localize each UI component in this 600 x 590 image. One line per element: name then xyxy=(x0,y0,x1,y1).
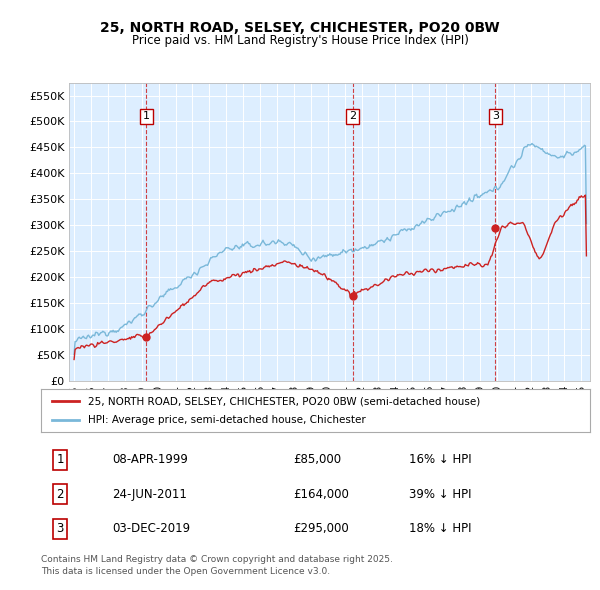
Text: 1: 1 xyxy=(143,112,150,122)
Text: Price paid vs. HM Land Registry's House Price Index (HPI): Price paid vs. HM Land Registry's House … xyxy=(131,34,469,47)
Text: 25, NORTH ROAD, SELSEY, CHICHESTER, PO20 0BW: 25, NORTH ROAD, SELSEY, CHICHESTER, PO20… xyxy=(100,21,500,35)
Text: 39% ↓ HPI: 39% ↓ HPI xyxy=(409,487,472,501)
Text: 24-JUN-2011: 24-JUN-2011 xyxy=(112,487,187,501)
Text: 2: 2 xyxy=(349,112,356,122)
Text: £295,000: £295,000 xyxy=(293,522,349,535)
Text: HPI: Average price, semi-detached house, Chichester: HPI: Average price, semi-detached house,… xyxy=(88,415,365,425)
Text: 3: 3 xyxy=(492,112,499,122)
Text: 3: 3 xyxy=(56,522,64,535)
Text: 08-APR-1999: 08-APR-1999 xyxy=(112,453,188,466)
Text: 2: 2 xyxy=(56,487,64,501)
Text: 18% ↓ HPI: 18% ↓ HPI xyxy=(409,522,472,535)
Text: 1: 1 xyxy=(56,453,64,466)
Text: 16% ↓ HPI: 16% ↓ HPI xyxy=(409,453,472,466)
Text: 03-DEC-2019: 03-DEC-2019 xyxy=(112,522,190,535)
Text: Contains HM Land Registry data © Crown copyright and database right 2025.
This d: Contains HM Land Registry data © Crown c… xyxy=(41,555,392,576)
Text: £85,000: £85,000 xyxy=(293,453,342,466)
Text: £164,000: £164,000 xyxy=(293,487,349,501)
Text: 25, NORTH ROAD, SELSEY, CHICHESTER, PO20 0BW (semi-detached house): 25, NORTH ROAD, SELSEY, CHICHESTER, PO20… xyxy=(88,396,480,407)
